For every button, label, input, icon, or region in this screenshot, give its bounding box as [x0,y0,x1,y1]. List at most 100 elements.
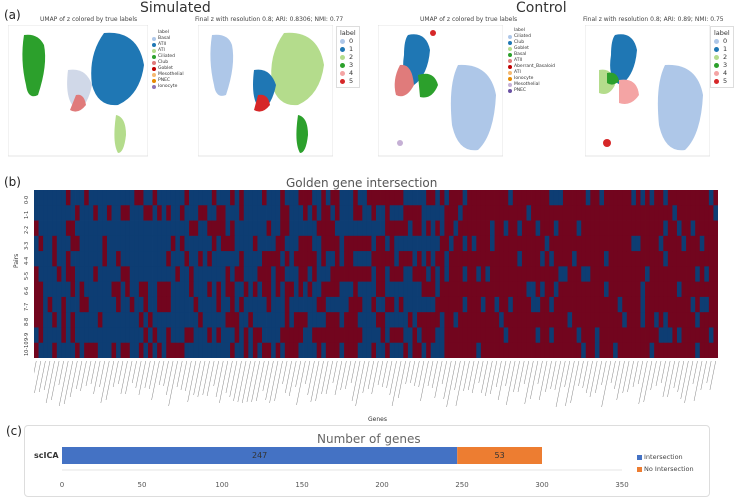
heatmap-cell [690,296,696,313]
heatmap-cell [348,251,354,267]
heatmap-cell [572,281,578,298]
heatmap-cell [540,220,546,237]
heatmap-cell [713,296,718,313]
heatmap-cell [289,235,295,252]
heatmap-cell [75,235,80,252]
heatmap-cell [626,190,632,206]
heatmap-cell [376,251,381,267]
heatmap-cell [708,327,714,344]
heatmap-cell [344,190,350,206]
heatmap-gene-labels [34,360,716,408]
heatmap-cell [531,235,536,252]
heatmap-cell [613,327,619,344]
heatmap-cell [52,205,58,221]
heatmap-cell [102,266,108,283]
heatmap-cell [631,251,637,267]
heatmap-cell [453,220,459,237]
legend-label: Goblet [158,66,173,71]
heatmap-cell [480,327,486,344]
umap-3-plot [378,25,503,157]
umap-4-legend-item: 1 [714,45,730,53]
heatmap-cell [713,205,718,221]
heatmap-cell [148,190,153,206]
gene-label-mark [700,360,707,391]
heatmap-cell [499,266,505,283]
heatmap-cell [567,312,573,328]
heatmap-cell [56,220,62,237]
heatmap-cell [257,281,263,298]
heatmap-cell [604,342,609,358]
heatmap-cell [230,281,236,298]
heatmap-cell [202,251,208,267]
heatmap-cell [220,342,226,358]
heatmap-cell [594,296,600,313]
heatmap-cell [52,342,58,358]
heatmap-cell [686,312,692,328]
heatmap-cell [248,251,254,267]
heatmap-cell [658,266,664,283]
heatmap-cell [676,190,682,206]
heatmap-cell [690,342,696,358]
heatmap-cell [412,251,418,267]
legend-swatch [340,46,345,52]
heatmap-cell [453,235,459,252]
heatmap-cell [376,281,381,298]
heatmap-cell [334,327,340,344]
heatmap-cell [635,281,641,298]
heatmap-cell [284,205,290,221]
heatmap-cell [713,220,718,237]
heatmap-cell [184,281,190,298]
umap-3-legend-item: PNEC [508,88,555,94]
gene-label-mark [138,360,146,396]
heatmap-cell [658,251,664,267]
heatmap-cell [480,281,486,298]
heatmap-cell [649,220,655,237]
heatmap-cell [344,342,350,358]
gene-label-mark [550,360,557,390]
heatmap-cell [594,312,600,328]
heatmap-cell [312,312,318,328]
heatmap-cell [339,327,345,344]
umap-3-legend-item: Ciliated [508,34,555,40]
heatmap-cell [79,327,85,344]
heatmap-cell [599,251,605,267]
heatmap-cell [257,266,263,283]
heatmap-cell [572,220,578,237]
heatmap-cell [234,266,240,283]
heatmap-cell [52,235,58,252]
heatmap-cell [467,190,473,206]
heatmap-cell [125,205,131,221]
heatmap-cell [471,205,477,221]
heatmap-cell [134,296,140,313]
heatmap-cell [307,220,313,237]
heatmap-cell [686,251,692,267]
heatmap-cell [590,190,596,206]
heatmap-cell [102,190,108,206]
heatmap-cell [531,281,536,298]
heatmap-cell [467,266,473,283]
heatmap-cell [75,312,80,328]
heatmap-cell [280,281,286,298]
heatmap-cell [348,342,354,358]
heatmap-cell [398,266,404,283]
bar-x-tick: 100 [215,481,228,489]
heatmap-cell [152,266,158,283]
gene-label-mark [537,360,543,385]
heatmap-cell [394,281,400,298]
bar-value-label: 247 [252,451,267,460]
gene-label-mark [468,360,475,391]
heatmap-cell [640,220,646,237]
gene-label-mark [289,360,297,397]
heatmap-cell [371,342,377,358]
heatmap-cell [293,251,299,267]
heatmap-cell [65,327,71,344]
heatmap-cell [84,190,90,206]
heatmap-cell [690,327,696,344]
heatmap-cell [599,281,605,298]
heatmap-cell [357,220,363,237]
heatmap-cell [366,281,372,298]
gene-label-mark [667,360,675,398]
heatmap-cell [540,281,546,298]
heatmap-cell [385,205,391,221]
heatmap-cell [129,220,135,237]
